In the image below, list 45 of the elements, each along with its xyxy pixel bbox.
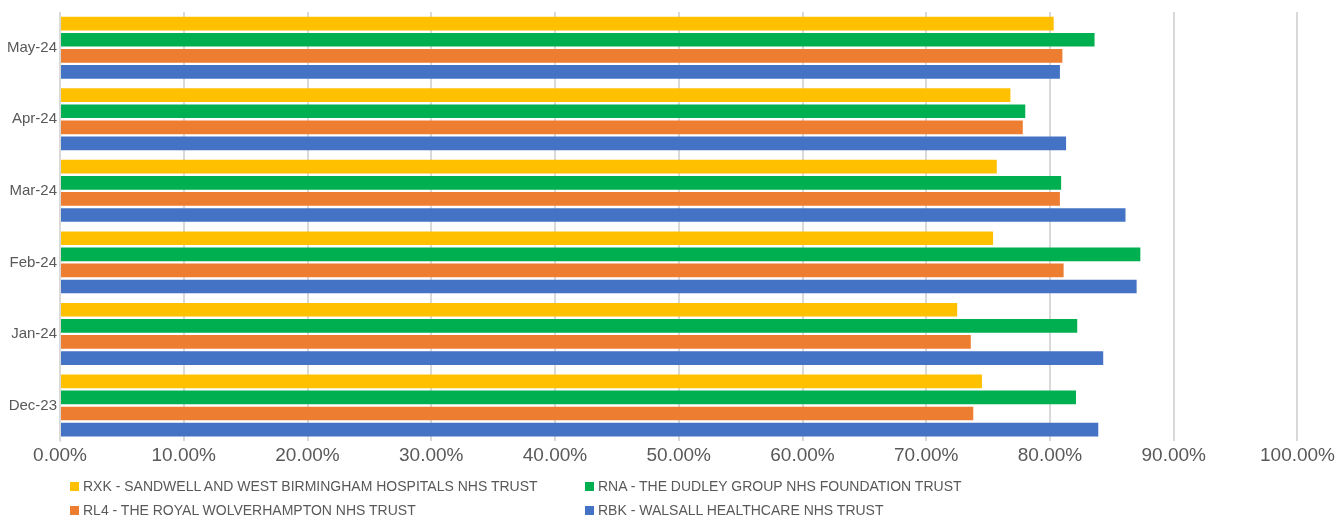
legend-label: RL4 - THE ROYAL WOLVERHAMPTON NHS TRUST bbox=[83, 502, 416, 518]
bar bbox=[61, 406, 974, 421]
y-tick-label: May-24 bbox=[6, 37, 58, 55]
bar bbox=[61, 120, 1023, 135]
y-tick-label: Mar-24 bbox=[9, 180, 58, 198]
bar bbox=[61, 335, 971, 349]
bar bbox=[61, 351, 1104, 365]
legend-label: RNA - THE DUDLEY GROUP NHS FOUNDATION TRUST bbox=[598, 478, 962, 494]
y-tick-label: Jan-24 bbox=[11, 324, 58, 342]
legend-label: RBK - WALSALL HEALTHCARE NHS TRUST bbox=[598, 502, 884, 518]
bar bbox=[61, 104, 1026, 119]
bar bbox=[61, 136, 1067, 151]
x-tick-label: 20.00% bbox=[275, 443, 340, 465]
bar bbox=[61, 175, 1062, 190]
y-tick-label: Dec-23 bbox=[8, 395, 58, 413]
bar bbox=[61, 302, 958, 317]
x-tick-label: 90.00% bbox=[1141, 443, 1207, 465]
bar bbox=[61, 319, 1078, 333]
x-tick-label: 0.00% bbox=[33, 443, 88, 465]
bar bbox=[61, 231, 994, 246]
bar bbox=[61, 32, 1095, 47]
x-tick-label: 80.00% bbox=[1017, 443, 1083, 465]
x-tick-label: 60.00% bbox=[770, 443, 835, 465]
x-tick-label: 70.00% bbox=[894, 443, 959, 465]
bar bbox=[61, 88, 1011, 102]
bar bbox=[61, 48, 1063, 63]
bar bbox=[61, 247, 1141, 262]
bar bbox=[61, 192, 1060, 206]
x-tick-label: 30.00% bbox=[399, 443, 464, 465]
bar bbox=[61, 16, 1054, 31]
x-tick-label: 10.00% bbox=[151, 443, 217, 465]
bar bbox=[61, 159, 997, 174]
bar bbox=[61, 374, 982, 389]
x-tick-label: 100.00% bbox=[1259, 443, 1336, 465]
bar bbox=[61, 65, 1060, 79]
x-tick-label: 40.00% bbox=[522, 443, 588, 465]
bar bbox=[61, 422, 1099, 437]
bar bbox=[61, 263, 1064, 278]
bar bbox=[61, 390, 1076, 405]
y-tick-label: Feb-24 bbox=[9, 252, 58, 270]
legend-label: RXK - SANDWELL AND WEST BIRMINGHAM HOSPITALS NHS TRUST bbox=[83, 478, 538, 494]
x-tick-label: 50.00% bbox=[646, 443, 712, 465]
bar bbox=[61, 208, 1126, 222]
y-tick-label: Apr-24 bbox=[11, 109, 58, 127]
bar bbox=[61, 279, 1137, 294]
